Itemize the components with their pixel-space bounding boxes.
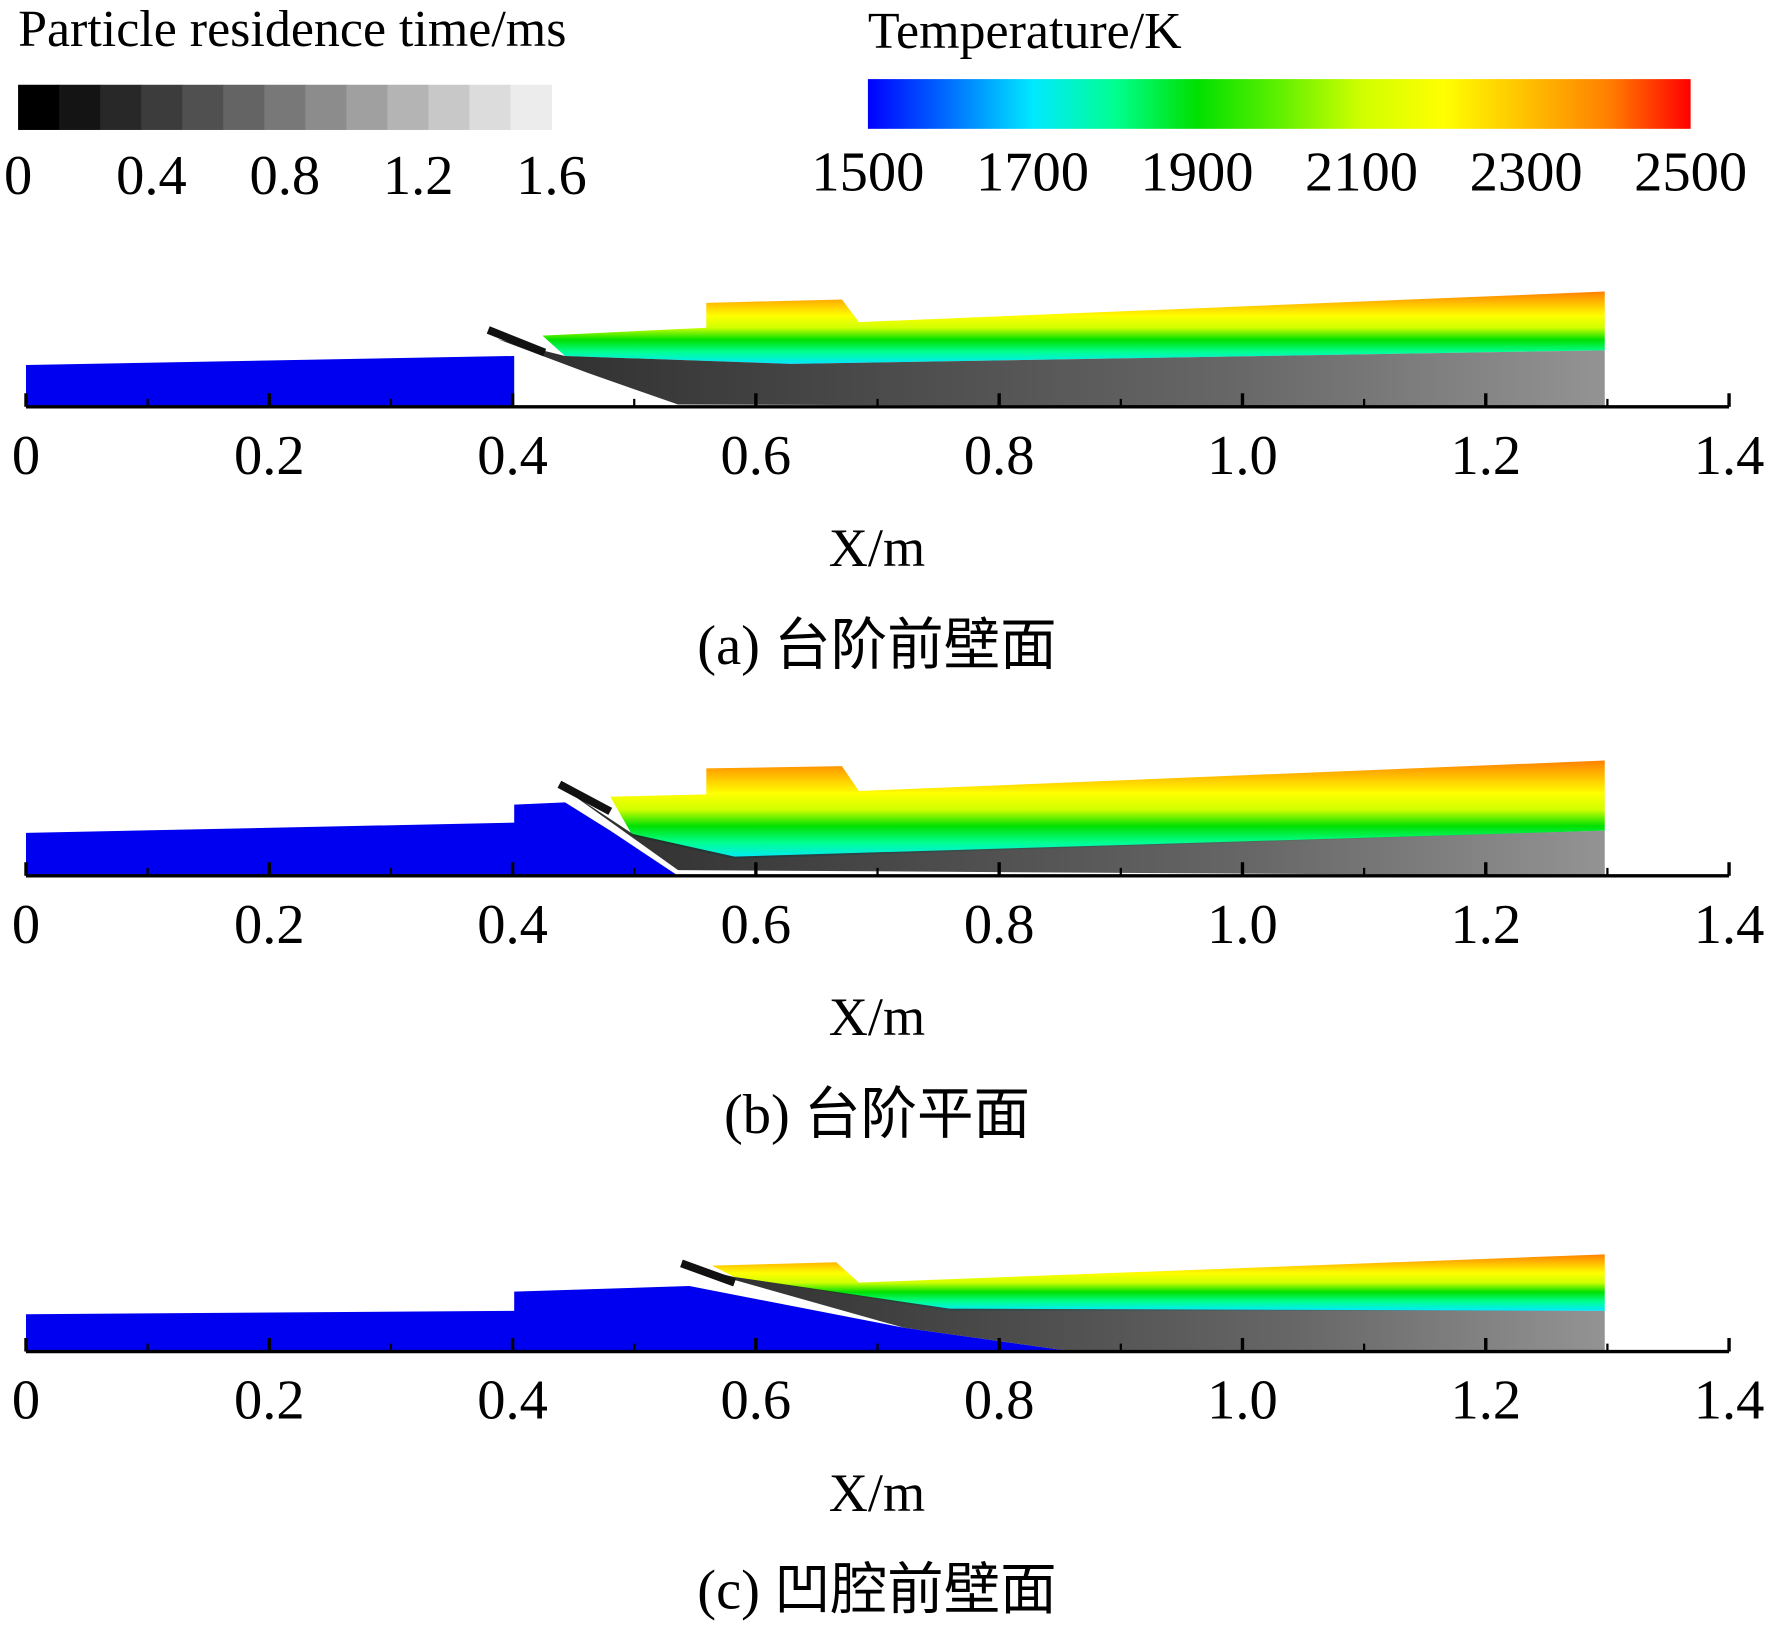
x-tick-label: 0.6 [721,425,792,487]
injector [680,1259,736,1287]
colorbar-segment [469,84,512,130]
colorbar-tick-label: 1900 [1141,141,1254,203]
contour-panel [25,760,1605,876]
colorbar-segment [346,84,388,130]
particle-residence-field [683,1265,1605,1352]
colorbar-segment [428,84,470,130]
colorbar-title: Temperature/K [868,3,1182,60]
x-tick-label: 1.4 [1694,894,1765,956]
temperature-field [610,760,1605,859]
colorbar-tick-label: 0 [4,145,32,207]
x-axis-label: X/m [829,1463,925,1523]
x-tick-label: 0 [12,1370,40,1432]
colorbar-segment [305,84,347,130]
x-tick-label: 1.0 [1207,425,1278,487]
colorbar-title: Particle residence time/ms [18,1,566,58]
colorbar-segment [100,84,142,130]
colorbar-segment [510,84,553,130]
x-axis-label: X/m [829,518,925,578]
x-tick-label: 0.8 [964,425,1035,487]
x-tick-label: 0.8 [964,894,1035,956]
colorbar-tick-label: 2300 [1470,141,1583,203]
particle-residence-field [497,339,1605,407]
colorbar-tick-label: 1.2 [383,145,454,207]
colorbar-segment [141,84,183,130]
colorbar-tick-label: 2100 [1305,141,1418,203]
injector [486,326,547,357]
x-tick-label: 0.8 [964,1370,1035,1432]
x-tick-label: 0.4 [477,425,548,487]
x-tick-label: 0.2 [234,1370,305,1432]
colorbar-segment [18,84,60,130]
x-tick-label: 0 [12,425,40,487]
colorbar-segment [223,84,265,130]
x-tick-label: 1.2 [1450,1370,1521,1432]
colorbar-tick-label: 0.4 [116,145,187,207]
temperature-field [542,291,1605,364]
x-tick-label: 1.0 [1207,1370,1278,1432]
contour-panel [25,291,1605,407]
x-tick-label: 1.4 [1694,425,1765,487]
x-tick-label: 0.6 [721,1370,792,1432]
caption: (b) 台阶平面 [724,1084,1030,1146]
caption: (c) 凹腔前壁面 [697,1560,1056,1622]
colorbar-tick-label: 1500 [811,141,924,203]
particle-residence-field [559,785,1605,876]
x-tick-label: 1.0 [1207,894,1278,956]
x-tick-label: 0.2 [234,425,305,487]
x-tick-label: 0.4 [477,1370,548,1432]
x-tick-label: 0.6 [721,894,792,956]
x-tick-label: 1.2 [1450,425,1521,487]
low-temperature-region [25,1285,1074,1352]
x-tick-label: 0.2 [234,894,305,956]
x-tick-label: 0.4 [477,894,548,956]
low-temperature-region [25,355,515,407]
colorbar-tick-label: 2500 [1634,141,1747,203]
x-tick-label: 0 [12,894,40,956]
colorbar [867,79,1691,129]
colorbar-segment [264,84,306,130]
colorbar-segment [59,84,101,130]
colorbar-tick-label: 1.6 [516,145,587,207]
temperature-field [711,1254,1605,1311]
x-axis-label: X/m [829,987,925,1047]
caption: (a) 台阶前壁面 [697,615,1056,677]
x-tick-label: 1.2 [1450,894,1521,956]
colorbar-segment [387,84,429,130]
injector [557,780,613,815]
colorbar-tick-label: 1700 [976,141,1089,203]
low-temperature-region [25,802,679,876]
x-tick-label: 1.4 [1694,1370,1765,1432]
colorbar-tick-label: 0.8 [249,145,320,207]
colorbar-segment [182,84,224,130]
contour-panel [25,1254,1605,1352]
